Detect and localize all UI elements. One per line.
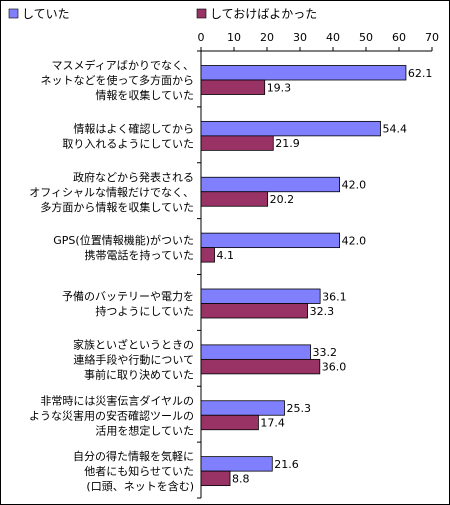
category-label-line: 非常時には災害伝言ダイヤルの [40, 393, 194, 407]
bar-s0-c6 [200, 400, 285, 416]
legend-swatch-1 [196, 8, 207, 19]
category-label-3: GPS(位置情報機能)がついた携帯電話を持っていた [53, 233, 194, 262]
legend-label-1: しておけばよかった [210, 7, 317, 21]
category-label-line: 政府などから発表される [73, 170, 194, 184]
bar-s0-c3 [200, 232, 341, 249]
value-label-s0-c6: 25.3 [286, 402, 311, 415]
bar-s1-c3 [200, 247, 215, 263]
legend-swatch-0 [8, 8, 19, 19]
category-label-7: 自分の得た情報を気軽に他者にも知らせていた(口頭、ネットを含む) [73, 449, 194, 493]
value-label-s0-c5: 33.2 [313, 346, 338, 359]
category-label-line: 自分の得た情報を気軽に [73, 449, 194, 463]
category-label-line: ような災害用の安否確認ツールの [29, 408, 194, 422]
value-label-s0-c7: 21.6 [274, 458, 299, 471]
bar-s1-c4 [200, 303, 308, 319]
bar-s0-c4 [200, 288, 321, 304]
category-label-line: GPS(位置情報機能)がついた [53, 233, 194, 247]
category-label-5: 家族といざというときの連絡手段や行動について事前に取り決めていた [73, 337, 194, 381]
category-label-line: 他者にも知らせていた [84, 464, 194, 478]
x-tick-label-1: 10 [227, 31, 241, 44]
x-tick-label-4: 40 [326, 31, 340, 44]
value-label-s0-c4: 36.1 [322, 290, 347, 303]
bar-s1-c7 [200, 470, 231, 487]
category-label-line: 多方面から情報を収集していた [40, 200, 194, 214]
bar-s0-c1 [200, 120, 381, 137]
bar-s1-c2 [200, 191, 269, 207]
bar-s0-c2 [200, 176, 341, 193]
bar-s0-c5 [200, 344, 311, 360]
category-label-line: 携帯電話を持っていた [85, 248, 194, 262]
value-label-s0-c3: 42.0 [342, 234, 367, 247]
value-label-s1-c1: 21.9 [275, 137, 300, 150]
category-label-line: 活用を想定していた [95, 423, 194, 437]
category-label-line: オフィシャルな情報だけでなく、 [29, 186, 194, 199]
bar-s1-c5 [200, 358, 321, 375]
category-label-line: 持つようにしていた [95, 304, 194, 318]
category-label-line: マスメディアばかりでなく、 [52, 58, 194, 72]
bar-s1-c6 [200, 414, 259, 431]
x-tick-label-7: 70 [425, 31, 439, 44]
x-tick-label-5: 50 [359, 31, 373, 44]
category-label-line: 家族といざというときの [73, 337, 194, 351]
category-label-line: (口頭、ネットを含む) [86, 479, 194, 493]
legend-label-0: していた [22, 7, 70, 21]
value-label-s1-c0: 19.3 [267, 81, 292, 94]
value-label-s1-c2: 20.2 [270, 193, 295, 206]
value-label-s0-c0: 62.1 [408, 67, 433, 80]
value-label-s1-c5: 36.0 [322, 361, 347, 374]
x-tick-label-6: 60 [392, 31, 406, 44]
value-label-s1-c7: 8.8 [232, 472, 250, 485]
category-label-line: 連絡手段や行動について [73, 352, 194, 366]
x-tick-label-3: 30 [293, 31, 307, 44]
category-label-line: 情報はよく確認してから [73, 121, 194, 135]
category-label-line: 予備のバッテリーや電力を [62, 290, 194, 303]
category-label-line: ネットなどを使って多方面から [41, 73, 194, 87]
category-label-6: 非常時には災害伝言ダイヤルのような災害用の安否確認ツールの活用を想定していた [29, 393, 194, 437]
category-label-1: 情報はよく確認してから取り入れるようにしていた [62, 121, 194, 150]
value-label-s1-c4: 32.3 [310, 305, 335, 318]
category-label-line: 情報を収集していた [95, 88, 194, 102]
x-tick-label-0: 0 [198, 31, 205, 44]
bar-s0-c0 [200, 65, 407, 81]
value-label-s1-c6: 17.4 [260, 417, 285, 430]
category-label-0: マスメディアばかりでなく、ネットなどを使って多方面から情報を収集していた [41, 58, 194, 102]
bar-s0-c7 [200, 456, 273, 472]
category-label-line: 取り入れるようにしていた [62, 137, 194, 150]
value-label-s0-c2: 42.0 [342, 179, 367, 192]
bar-s1-c1 [200, 135, 274, 151]
value-label-s0-c1: 54.4 [383, 123, 408, 136]
value-label-s1-c3: 4.1 [217, 249, 235, 262]
x-tick-label-2: 20 [260, 31, 274, 44]
category-label-2: 政府などから発表されるオフィシャルな情報だけでなく、多方面から情報を収集していた [29, 170, 194, 214]
category-label-line: 事前に取り決めていた [84, 367, 194, 381]
bar-s1-c0 [200, 79, 266, 95]
category-label-4: 予備のバッテリーや電力を持つようにしていた [62, 290, 194, 318]
